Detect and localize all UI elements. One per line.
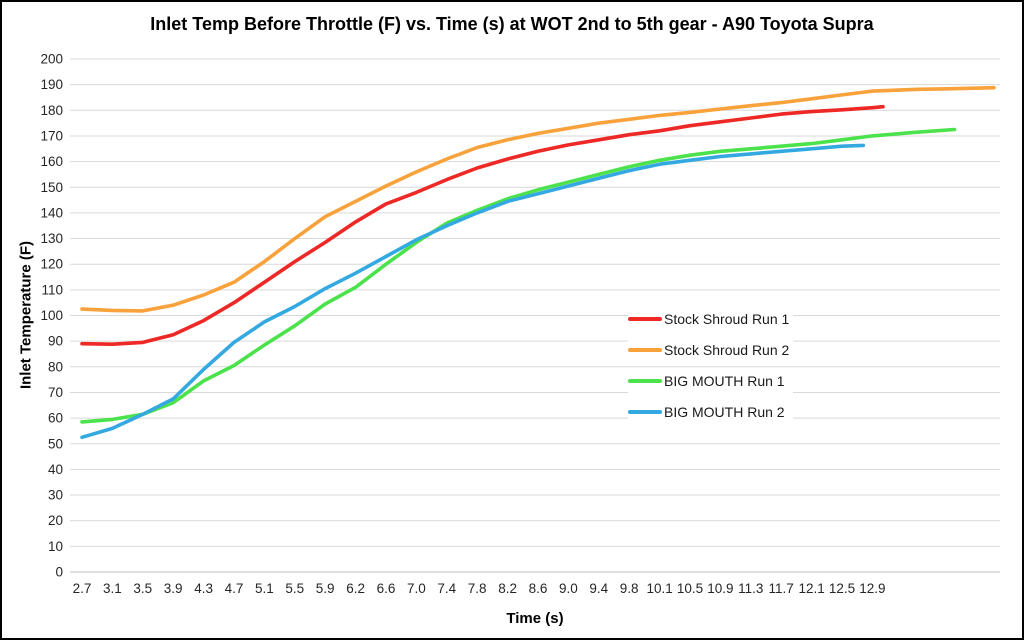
legend: Stock Shroud Run 1 Stock Shroud Run 2 BI… [628, 307, 794, 431]
legend-label: BIG MOUTH Run 1 [664, 373, 785, 389]
y-tick-label: 20 [48, 513, 63, 528]
chart-title: Inlet Temp Before Throttle (F) vs. Time … [150, 14, 874, 34]
x-tick-label: 6.2 [346, 581, 365, 596]
legend-swatch-big-mouth-run-1 [628, 379, 662, 383]
x-tick-label: 2.7 [73, 581, 92, 596]
x-tick-label: 3.1 [103, 581, 122, 596]
x-tick-label: 11.7 [769, 581, 794, 596]
y-tick-label: 190 [40, 77, 63, 92]
y-tick-label: 10 [48, 539, 63, 554]
x-tick-label: 7.4 [437, 581, 456, 596]
y-tick-label: 70 [48, 385, 63, 400]
x-tick-label: 4.7 [225, 581, 244, 596]
x-tick-label: 5.9 [316, 581, 335, 596]
x-tick-label: 12.9 [859, 581, 885, 596]
x-tick-label: 12.1 [798, 581, 824, 596]
legend-swatch-stock-shroud-run-2 [628, 348, 662, 352]
x-tick-label: 10.5 [677, 581, 703, 596]
x-tick-label: 9.8 [620, 581, 639, 596]
legend-label: Stock Shroud Run 2 [664, 342, 790, 358]
legend-item-big-mouth-run-1: BIG MOUTH Run 1 [628, 369, 794, 393]
y-tick-label: 0 [55, 565, 63, 580]
x-tick-label: 9.4 [589, 581, 608, 596]
x-tick-label: 7.0 [407, 581, 426, 596]
x-tick-label: 5.1 [255, 581, 274, 596]
y-tick-label: 130 [40, 231, 63, 246]
x-tick-label: 7.8 [468, 581, 487, 596]
y-tick-label: 50 [48, 436, 63, 451]
x-tick-label: 8.6 [529, 581, 548, 596]
y-tick-label: 160 [40, 154, 63, 169]
y-tick-label: 90 [48, 334, 63, 349]
x-tick-label: 12.5 [829, 581, 855, 596]
x-tick-label: 8.2 [498, 581, 517, 596]
y-tick-label: 170 [40, 128, 63, 143]
legend-label: BIG MOUTH Run 2 [664, 404, 785, 420]
y-tick-label: 200 [40, 52, 63, 67]
x-tick-label: 10.1 [646, 581, 672, 596]
legend-label: Stock Shroud Run 1 [664, 311, 790, 327]
x-tick-label: 11.3 [738, 581, 763, 596]
x-tick-label: 6.6 [377, 581, 396, 596]
series-line-stock-shroud-run-1 [80, 104, 885, 347]
x-axis-title: Time (s) [506, 610, 564, 627]
y-tick-label: 180 [40, 103, 63, 118]
x-tick-label: 5.5 [285, 581, 304, 596]
x-tick-label: 9.0 [559, 581, 578, 596]
series-line-big-mouth-run-2 [80, 143, 866, 440]
legend-item-stock-shroud-run-2: Stock Shroud Run 2 [628, 338, 794, 362]
y-tick-label: 100 [40, 308, 63, 323]
legend-item-big-mouth-run-2: BIG MOUTH Run 2 [628, 400, 794, 424]
x-tick-label: 4.3 [194, 581, 213, 596]
y-tick-label: 120 [40, 257, 63, 272]
x-tick-label: 3.5 [133, 581, 152, 596]
series-line-stock-shroud-run-2 [80, 85, 996, 313]
y-tick-label: 140 [40, 205, 63, 220]
y-tick-label: 60 [48, 411, 63, 426]
y-tick-label: 110 [41, 282, 63, 297]
legend-item-stock-shroud-run-1: Stock Shroud Run 1 [628, 307, 794, 331]
y-tick-label: 30 [48, 488, 63, 503]
y-tick-label: 40 [48, 462, 63, 477]
legend-swatch-stock-shroud-run-1 [628, 317, 662, 321]
x-tick-label: 10.9 [707, 581, 733, 596]
legend-swatch-big-mouth-run-2 [628, 410, 662, 414]
y-tick-label: 150 [40, 180, 63, 195]
series-line-big-mouth-run-1 [80, 127, 957, 424]
x-tick-label: 3.9 [164, 581, 183, 596]
y-tick-label: 80 [48, 359, 63, 374]
